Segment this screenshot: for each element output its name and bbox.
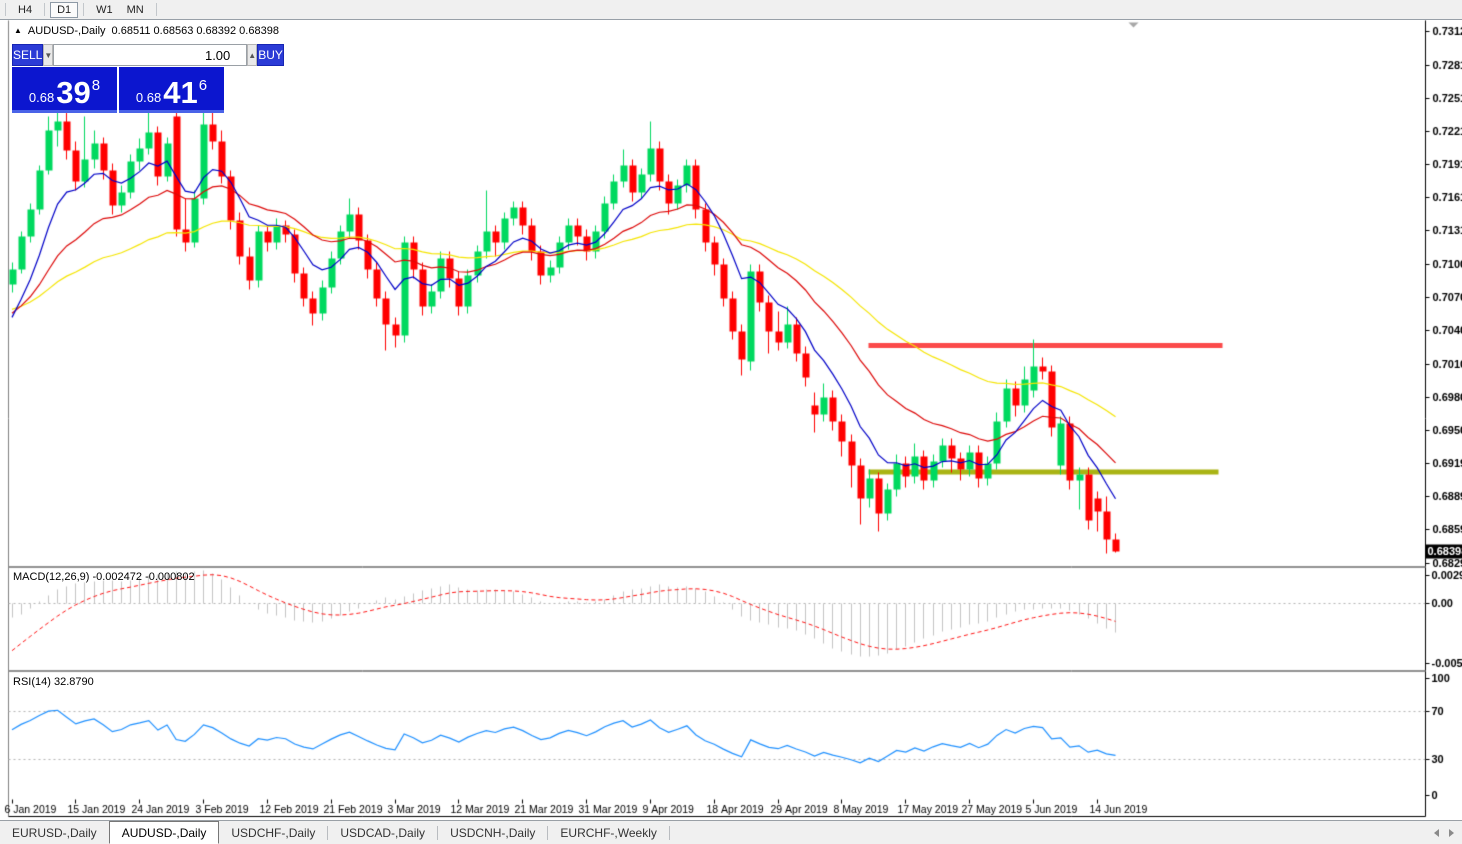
tab-usdcnh-daily[interactable]: USDCNH-,Daily xyxy=(450,826,536,840)
chart-marker-icon: ▲ xyxy=(14,26,22,35)
buy-button[interactable]: BUY xyxy=(257,44,284,66)
buy-price-panel[interactable]: 0.68 41 6 xyxy=(119,67,224,113)
timeframe-d1-button[interactable]: D1 xyxy=(50,1,79,18)
buy-price-pip: 6 xyxy=(198,77,208,94)
chart-canvas[interactable] xyxy=(0,20,1462,818)
tab-separator xyxy=(668,826,670,840)
tab-scroll-left-icon[interactable] xyxy=(1434,829,1439,837)
timeframe-w1-button[interactable]: W1 xyxy=(96,3,113,16)
sell-price-panel[interactable]: 0.68 39 8 xyxy=(12,67,117,113)
toolbar-separator xyxy=(5,3,6,16)
macd-indicator-label: MACD(12,26,9) -0.002472 -0.000802 xyxy=(13,571,195,583)
tab-separator xyxy=(547,826,549,840)
toolbar-separator xyxy=(83,3,85,16)
buy-price-prefix: 0.68 xyxy=(135,90,162,105)
toolbar-separator xyxy=(155,3,157,16)
one-click-trading-panel: SELL ▼ ▲ BUY 0.68 39 8 0.68 41 6 xyxy=(12,44,284,113)
rsi-indicator-label: RSI(14) 32.8790 xyxy=(13,676,94,688)
tab-usdchf-daily[interactable]: USDCHF-,Daily xyxy=(231,826,316,840)
chart-ohlc-values: 0.68511 0.68563 0.68392 0.68398 xyxy=(111,25,279,37)
sell-price-pip: 8 xyxy=(91,77,101,94)
sell-price-big: 39 xyxy=(56,75,91,110)
chart-window: ▲ AUDUSD-,Daily 0.68511 0.68563 0.68392 … xyxy=(0,20,1462,818)
tab-audusd-daily[interactable]: AUDUSD-,Daily xyxy=(108,820,220,844)
chart-symbol-label: AUDUSD-,Daily xyxy=(27,25,106,37)
volume-decrease-stepper[interactable]: ▼ xyxy=(43,44,54,66)
tab-scroll-right-icon[interactable] xyxy=(1449,829,1454,837)
tab-usdcad-daily[interactable]: USDCAD-,Daily xyxy=(340,826,426,840)
sell-price-prefix: 0.68 xyxy=(28,90,55,105)
timeframe-toolbar: H4 D1 W1 MN xyxy=(0,0,1462,20)
buy-price-big: 41 xyxy=(163,75,198,110)
chart-title: ▲ AUDUSD-,Daily 0.68511 0.68563 0.68392 … xyxy=(14,25,279,37)
chart-tab-bar: EURUSD-,Daily AUDUSD-,Daily USDCHF-,Dail… xyxy=(0,820,1462,844)
volume-increase-stepper[interactable]: ▲ xyxy=(247,44,258,66)
timeframe-mn-button[interactable]: MN xyxy=(126,3,144,16)
tab-separator xyxy=(327,826,329,840)
tab-separator xyxy=(437,826,439,840)
sell-button[interactable]: SELL xyxy=(12,44,44,66)
volume-input[interactable] xyxy=(53,44,248,66)
timeframe-h4-button[interactable]: H4 xyxy=(18,3,33,16)
tab-eurusd-daily[interactable]: EURUSD-,Daily xyxy=(12,826,97,840)
tab-eurchf-weekly[interactable]: EURCHF-,Weekly xyxy=(560,826,657,840)
toolbar-separator xyxy=(44,3,46,16)
